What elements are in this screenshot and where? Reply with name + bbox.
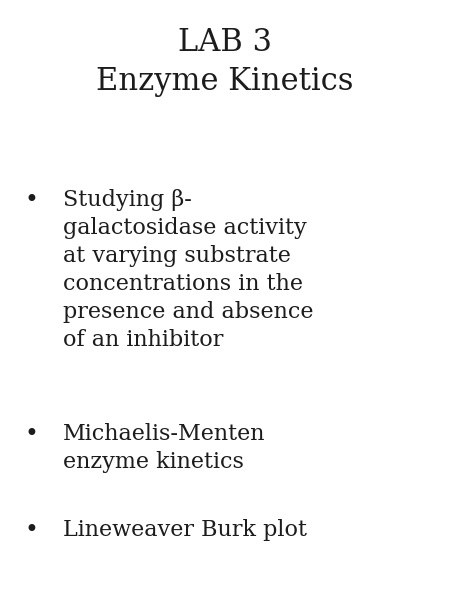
Text: •: • <box>25 519 38 542</box>
Text: LAB 3
Enzyme Kinetics: LAB 3 Enzyme Kinetics <box>96 27 354 97</box>
Text: Michaelis-Menten
enzyme kinetics: Michaelis-Menten enzyme kinetics <box>63 423 266 473</box>
Text: Lineweaver Burk plot: Lineweaver Burk plot <box>63 519 307 541</box>
Text: Studying β-
galactosidase activity
at varying substrate
concentrations in the
pr: Studying β- galactosidase activity at va… <box>63 189 314 351</box>
Text: •: • <box>25 423 38 446</box>
Text: •: • <box>25 189 38 212</box>
